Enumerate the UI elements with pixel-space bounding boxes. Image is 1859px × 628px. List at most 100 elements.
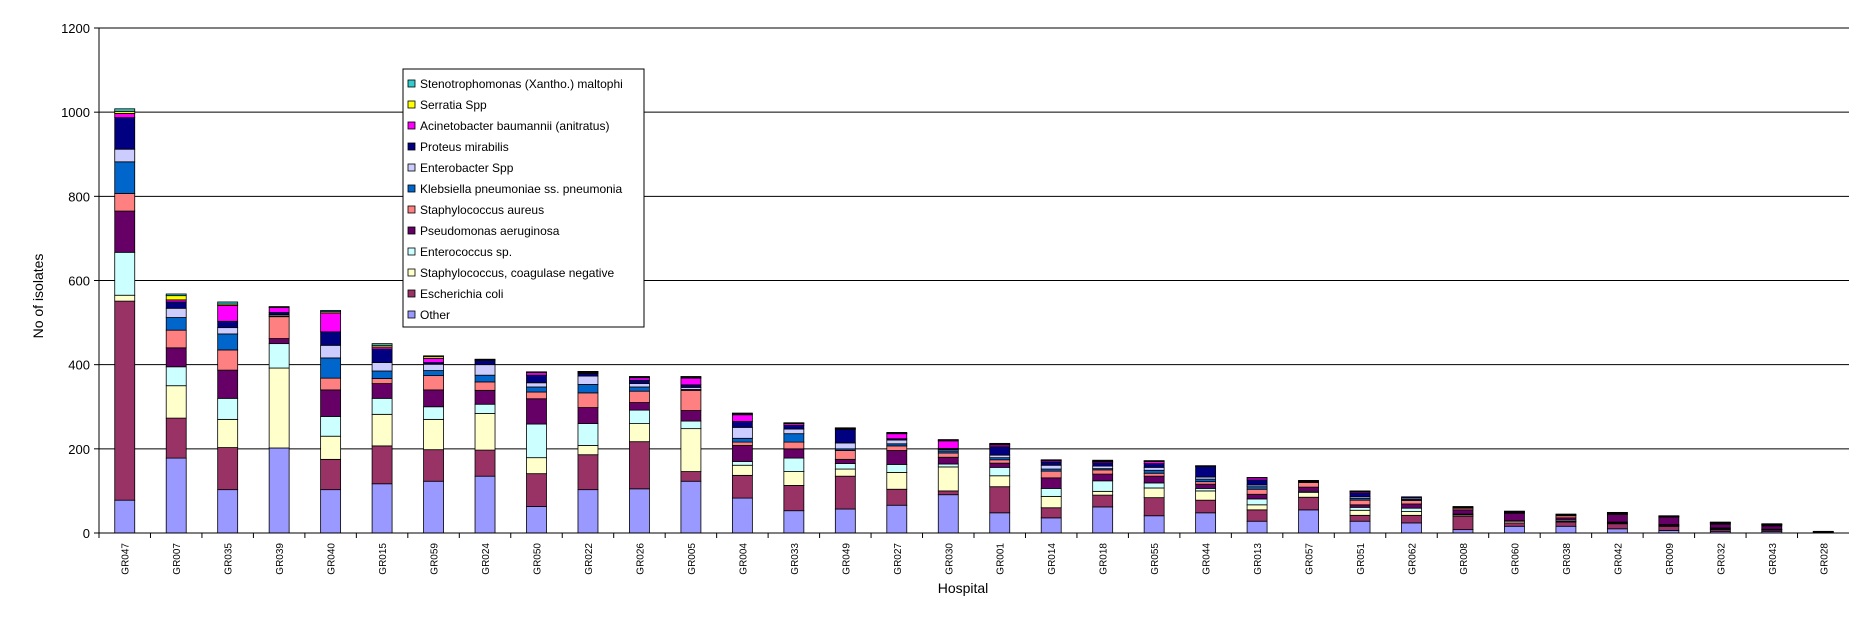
x-tick-label: GR013 (1253, 543, 1264, 575)
bar-segment (1143, 515, 1165, 534)
bar-stack (1143, 460, 1165, 534)
bar-segment (1143, 466, 1165, 471)
bar-segment (1246, 493, 1268, 500)
y-tick-label: 400 (68, 358, 90, 373)
bar-segment (371, 348, 393, 363)
bar-segment (731, 437, 753, 443)
bar-segment (1143, 463, 1165, 468)
bar-segment (1658, 516, 1680, 525)
bar-segment (474, 381, 496, 391)
bar-segment (1195, 483, 1217, 489)
bar-segment (834, 442, 856, 450)
bar-segment (937, 463, 959, 468)
bar-segment (1606, 514, 1628, 523)
bar-segment (1298, 509, 1319, 534)
bar-segment (834, 450, 856, 460)
bar-segment (1349, 506, 1371, 511)
bar-segment (1452, 515, 1474, 531)
bar-segment (217, 349, 239, 371)
bar-segment (1040, 517, 1062, 534)
bar-segment (1298, 496, 1319, 511)
bar-segment (268, 307, 290, 313)
bar-segment (320, 377, 342, 391)
bar-segment (1040, 477, 1062, 489)
bar-segment (268, 343, 290, 369)
legend-swatch (407, 79, 416, 88)
bar-segment (1040, 487, 1062, 497)
bar-stack (1195, 465, 1217, 534)
bar-segment (1246, 520, 1268, 534)
bar-segment (731, 474, 753, 499)
bar-segment (937, 452, 959, 458)
bar-segment (680, 376, 702, 378)
bar-segment (886, 433, 908, 440)
bar-segment (423, 449, 444, 482)
bar-stack (114, 108, 136, 534)
bar-segment (320, 309, 342, 313)
bar-segment (1246, 488, 1268, 495)
bar-segment (423, 389, 444, 408)
bar-segment (783, 510, 805, 534)
bar-stack (1658, 515, 1680, 534)
bar-segment (423, 363, 444, 371)
bar-stack (1761, 523, 1783, 534)
y-tick-label: 200 (68, 442, 90, 457)
bar-segment (320, 489, 342, 534)
bar-segment (320, 312, 342, 333)
bar-stack (834, 427, 856, 534)
bar-segment (217, 301, 239, 305)
bar-segment (1709, 523, 1731, 529)
bar-segment (783, 441, 805, 450)
legend-label: Other (420, 308, 450, 322)
x-tick-label: GR030 (944, 543, 955, 575)
bar-segment (371, 362, 393, 372)
bar-segment (937, 456, 959, 465)
bar-stack (1504, 510, 1525, 534)
bar-segment (577, 445, 599, 456)
bar-segment (731, 461, 753, 466)
bar-stack (320, 309, 342, 534)
bar-segment (268, 316, 290, 339)
bar-segment (474, 413, 496, 451)
bar-segment (474, 389, 496, 405)
bar-segment (474, 449, 496, 477)
bar-stack (1349, 490, 1371, 534)
bar-stack (731, 412, 753, 534)
x-tick-label: GR033 (790, 543, 801, 575)
legend-label: Serratia Spp (420, 98, 487, 112)
bar-segment (1401, 522, 1422, 534)
bar-segment (526, 391, 547, 400)
x-tick-label: GR009 (1665, 543, 1676, 575)
bar-segment (989, 459, 1011, 464)
bar-segment (834, 429, 856, 444)
bar-segment (731, 412, 753, 415)
bar-segment (1092, 469, 1114, 475)
y-tick-label: 800 (68, 189, 90, 204)
bar-segment (1246, 504, 1268, 511)
bar-segment (1555, 521, 1577, 527)
bar-segment (1092, 459, 1114, 462)
x-tick-label: GR062 (1408, 543, 1419, 575)
bar-segment (268, 367, 290, 449)
legend-swatch (407, 310, 416, 319)
bar-segment (320, 416, 342, 437)
bar-segment (731, 497, 753, 534)
bar-segment (1143, 475, 1165, 484)
bar-segment (1401, 507, 1422, 512)
bar-segment (629, 488, 650, 534)
bar-segment (1143, 472, 1165, 477)
bar-segment (577, 489, 599, 534)
bar-segment (423, 406, 444, 420)
y-tick-label: 0 (83, 526, 90, 541)
x-tick-label: GR022 (584, 543, 595, 575)
x-tick-label: GR015 (378, 543, 389, 575)
bar-segment (371, 413, 393, 447)
bar-segment (371, 383, 393, 399)
bar-segment (731, 426, 753, 439)
legend-swatch (407, 100, 416, 109)
bar-segment (474, 364, 496, 376)
x-tick-label: GR047 (121, 543, 132, 575)
legend-swatch (407, 163, 416, 172)
bar-segment (834, 508, 856, 534)
